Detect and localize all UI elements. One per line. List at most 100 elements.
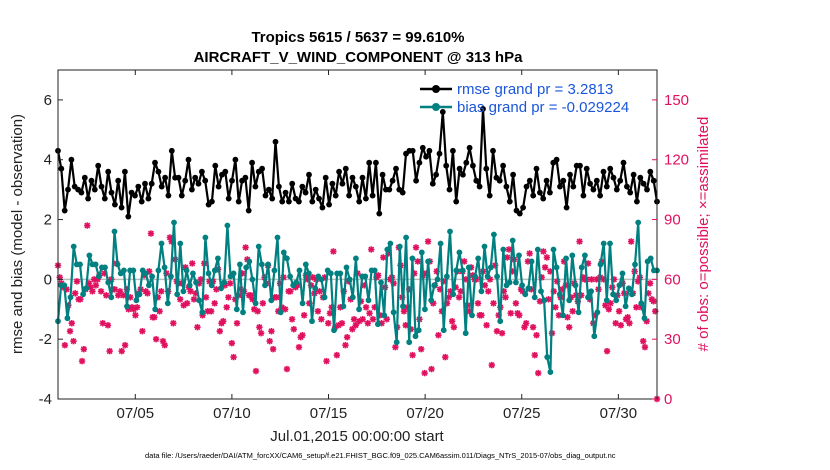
rmse-point bbox=[617, 177, 624, 184]
bias-point bbox=[625, 285, 632, 292]
obs-point bbox=[533, 331, 540, 339]
obs-point bbox=[566, 324, 573, 331]
rmse-point bbox=[590, 186, 597, 193]
bias-point bbox=[130, 267, 137, 274]
bias-point bbox=[70, 243, 77, 250]
rmse-point bbox=[650, 177, 657, 184]
y-right-tick-label: 90 bbox=[664, 212, 681, 229]
obs-point bbox=[359, 316, 366, 323]
bias-point bbox=[447, 228, 453, 235]
rmse-point bbox=[607, 165, 614, 172]
obs-point bbox=[318, 316, 325, 323]
bias-point bbox=[111, 228, 118, 235]
obs-point bbox=[72, 290, 79, 297]
obs-point bbox=[646, 280, 654, 287]
obs-point bbox=[158, 288, 165, 295]
rmse-point bbox=[235, 198, 242, 205]
bias-point bbox=[196, 297, 203, 304]
bias-point bbox=[588, 288, 594, 295]
bias-point bbox=[77, 261, 83, 268]
y-tick-label: -4 bbox=[39, 391, 52, 408]
rmse-point bbox=[319, 204, 326, 211]
rmse-point bbox=[339, 180, 346, 187]
bias-point bbox=[425, 258, 431, 265]
x-axis-label: Jul.01,2015 00:00:00 start bbox=[270, 428, 444, 445]
obs-point bbox=[259, 300, 267, 307]
rmse-point bbox=[262, 192, 269, 199]
rmse-point bbox=[463, 159, 470, 166]
rmse-point bbox=[460, 171, 466, 178]
obs-point bbox=[333, 351, 341, 359]
bias-point bbox=[613, 297, 620, 304]
obs-point bbox=[326, 310, 334, 317]
obs-point bbox=[543, 254, 551, 261]
bias-point bbox=[531, 294, 538, 301]
rmse-point bbox=[88, 177, 95, 184]
obs-point bbox=[282, 306, 289, 313]
rmse-point bbox=[158, 183, 165, 190]
bias-point bbox=[142, 270, 149, 277]
obs-point bbox=[97, 288, 105, 295]
rmse-point bbox=[557, 183, 563, 190]
y-axis-label: rmse and bias (model - observation) bbox=[9, 114, 26, 354]
rmse-point bbox=[242, 174, 249, 181]
obs-count-markers bbox=[54, 222, 661, 403]
bias-point bbox=[318, 276, 325, 283]
rmse-point bbox=[436, 150, 443, 157]
obs-point bbox=[650, 298, 657, 305]
bias-point bbox=[306, 270, 312, 277]
obs-point bbox=[512, 300, 520, 307]
bias-point bbox=[610, 291, 616, 298]
bias-point bbox=[538, 288, 544, 295]
rmse-point bbox=[600, 168, 607, 175]
obs-point bbox=[216, 328, 223, 335]
rmse-point bbox=[245, 207, 252, 214]
rmse-point bbox=[496, 177, 503, 184]
bias-point bbox=[199, 309, 206, 316]
bias-point bbox=[284, 255, 290, 262]
rmse-point bbox=[309, 198, 316, 205]
bias-point bbox=[384, 246, 391, 253]
x-tick-label: 07/30 bbox=[600, 405, 638, 422]
obs-point bbox=[211, 300, 218, 307]
bias-point bbox=[491, 231, 497, 238]
bias-point bbox=[400, 303, 406, 310]
bias-point bbox=[287, 273, 293, 280]
bias-point bbox=[638, 300, 645, 307]
obs-point bbox=[442, 353, 449, 361]
rmse-point bbox=[523, 183, 530, 190]
obs-point bbox=[102, 292, 110, 299]
bias-point bbox=[186, 282, 193, 289]
rmse-point bbox=[470, 162, 476, 169]
obs-point bbox=[414, 258, 421, 265]
rmse-point bbox=[152, 159, 158, 166]
rmse-point bbox=[583, 165, 590, 172]
obs-point bbox=[552, 304, 559, 311]
obs-point bbox=[428, 365, 435, 373]
bias-point bbox=[343, 264, 350, 271]
obs-point bbox=[343, 333, 351, 341]
obs-point bbox=[448, 318, 456, 325]
rmse-point bbox=[276, 183, 282, 190]
bias-point bbox=[171, 219, 177, 226]
obs-point bbox=[364, 320, 372, 327]
obs-point bbox=[118, 347, 125, 355]
rmse-point bbox=[510, 171, 516, 178]
obs-point bbox=[421, 369, 428, 377]
chart-title-line2: AIRCRAFT_V_WIND_COMPONENT @ 313 hPa bbox=[194, 49, 524, 66]
rmse-point bbox=[138, 198, 145, 205]
rmse-point bbox=[476, 183, 483, 190]
bias-point bbox=[327, 270, 334, 277]
bias-point bbox=[393, 339, 400, 346]
rmse-point bbox=[122, 168, 128, 175]
obs-point bbox=[455, 294, 463, 301]
rmse-point bbox=[439, 109, 446, 115]
rmse-point bbox=[209, 198, 215, 205]
bias-point bbox=[412, 333, 419, 340]
bias-point bbox=[440, 327, 447, 334]
obs-point bbox=[257, 330, 265, 337]
bias-point bbox=[641, 315, 648, 322]
bias-point bbox=[208, 282, 215, 289]
bias-point bbox=[371, 267, 378, 274]
rmse-point bbox=[316, 195, 322, 202]
